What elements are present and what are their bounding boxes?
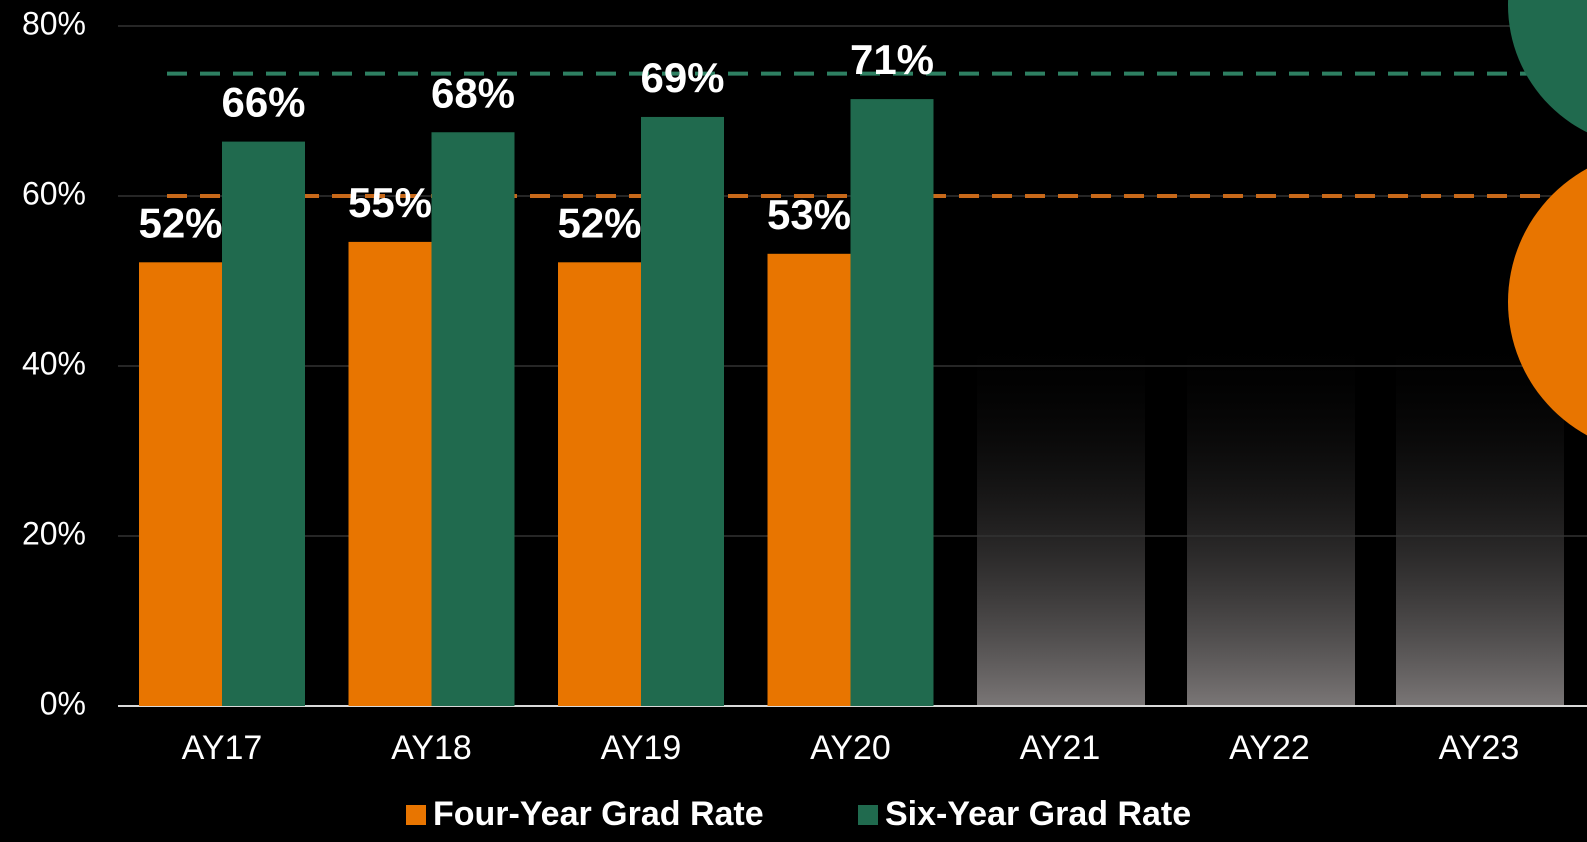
decor-circle (1508, 168, 1587, 436)
y-tick-label: 40% (22, 345, 86, 381)
x-tick-label: AY19 (601, 729, 682, 767)
y-tick-label: 80% (22, 5, 86, 41)
bar (641, 116, 724, 706)
y-tick-label: 0% (40, 685, 86, 721)
placeholder-bar (1187, 330, 1355, 706)
placeholder-bar (1396, 330, 1564, 706)
x-tick-label: AY21 (1020, 729, 1101, 767)
legend-swatch (858, 805, 878, 825)
legend-label: Six-Year Grad Rate (885, 795, 1191, 833)
bar (767, 253, 851, 707)
bar (850, 99, 934, 707)
x-tick-label: AY17 (182, 729, 263, 767)
bar (222, 141, 305, 707)
x-tick-label: AY20 (810, 729, 891, 767)
data-label: 53% (767, 191, 851, 238)
bar (431, 132, 515, 706)
y-tick-label: 60% (22, 175, 86, 211)
legend-swatch (406, 805, 426, 825)
placeholders (977, 330, 1564, 706)
x-tick-label: AY23 (1439, 729, 1520, 767)
data-label: 52% (557, 199, 641, 246)
bar (558, 262, 641, 706)
bar (348, 241, 432, 706)
y-tick-label: 20% (22, 515, 86, 551)
bar (139, 262, 222, 706)
x-tick-label: AY22 (1229, 729, 1310, 767)
data-label: 52% (138, 199, 222, 246)
placeholder-bar (977, 330, 1145, 706)
legend-label: Four-Year Grad Rate (433, 795, 764, 833)
data-label: 71% (850, 36, 934, 83)
data-label: 69% (640, 54, 724, 101)
data-label: 66% (221, 79, 305, 126)
data-label: 68% (431, 69, 515, 116)
plot: 0% 20% 40% 60% 80% AY17 52% 66% AY18 55% 68% AY19 52… (22, 5, 1587, 833)
x-tick-label: AY18 (391, 729, 472, 767)
data-label: 55% (348, 179, 432, 226)
decor-circle (1508, 0, 1587, 133)
